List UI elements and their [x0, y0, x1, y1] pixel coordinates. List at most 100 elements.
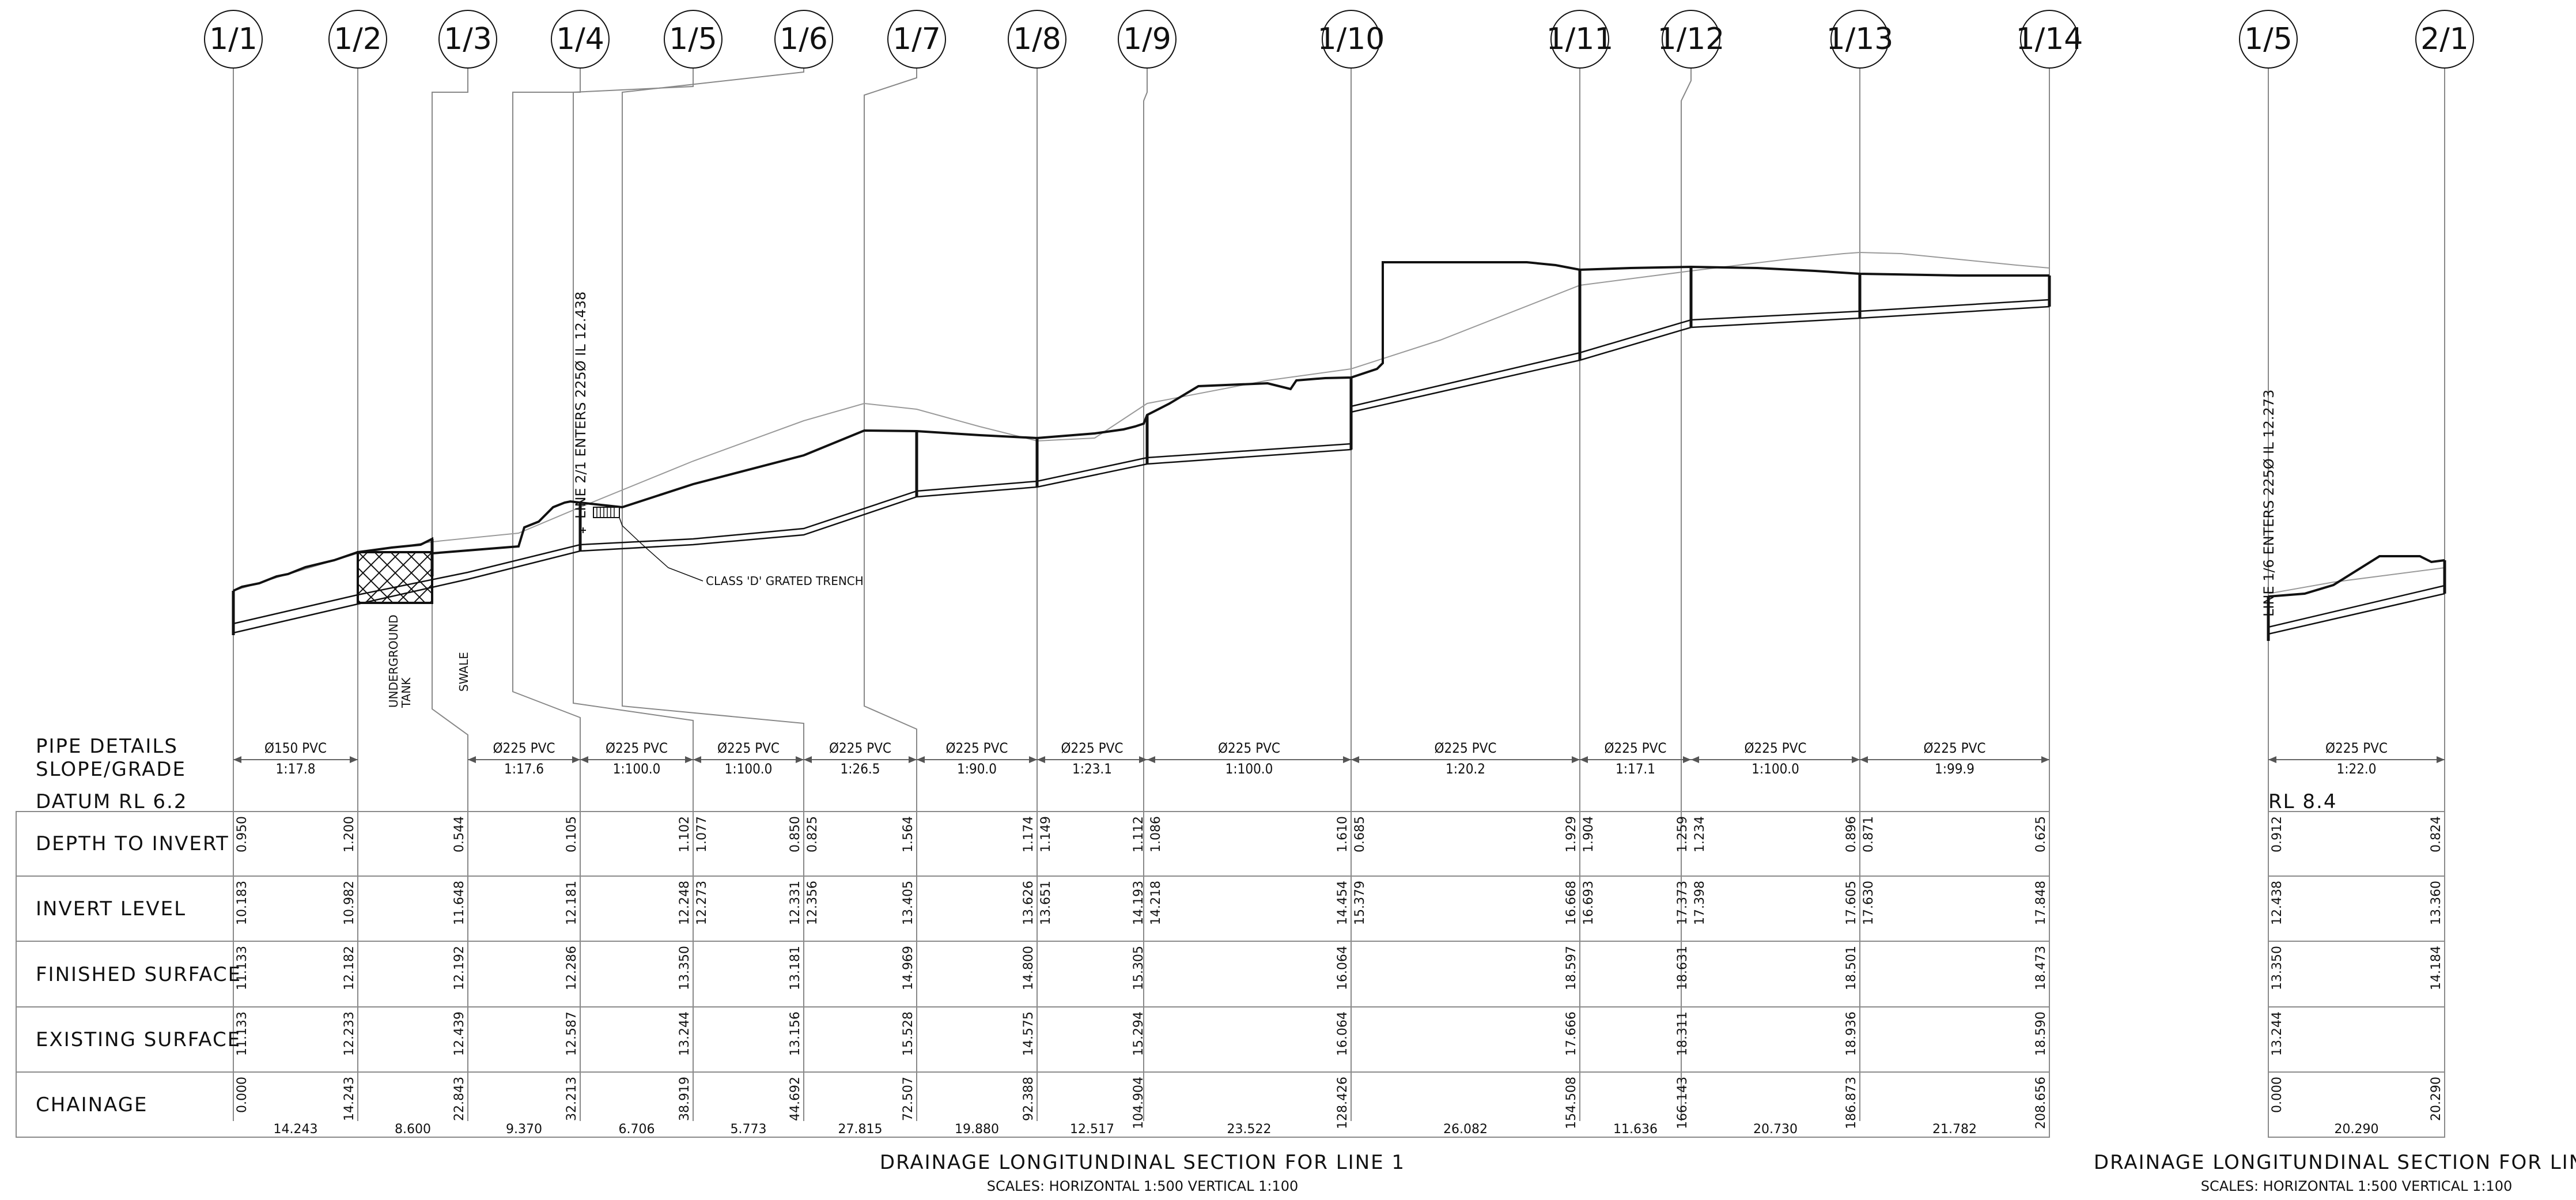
finished-surface-value: 12.286 [565, 946, 579, 990]
dimension-arrow [1860, 756, 1868, 763]
drawing-titles: DRAINAGE LONGITUNDINAL SECTION FOR LINE … [880, 1151, 2576, 1194]
pipe-grade: 1:100.0 [725, 761, 773, 777]
slope-grade-label: SLOPE/GRADE [36, 758, 186, 781]
finished-surface-line [233, 261, 2049, 592]
node-label: 1/1 [209, 22, 258, 56]
depth-to-invert-value: 0.625 [2034, 816, 2048, 852]
node-bubble-1-10: 1/10 [1318, 10, 1385, 69]
line1-scales: SCALES: HORIZONTAL 1:500 VERTICAL 1:100 [987, 1178, 1298, 1194]
segment-length-value: 27.815 [838, 1122, 883, 1137]
node-bubble-1-14: 1/14 [2016, 10, 2083, 69]
chainage-value: 0.000 [235, 1077, 249, 1113]
chainage-value: 22.843 [452, 1077, 467, 1121]
invert-level-value: 13.405 [901, 881, 916, 925]
pipe-grade: 1:99.9 [1935, 761, 1974, 777]
pipe-grade: 1:22.0 [2336, 761, 2376, 777]
invert-level-value: 17.373 [1675, 881, 1690, 925]
chainage-value: 44.692 [788, 1077, 803, 1121]
depth-to-invert-value: 0.950 [235, 816, 249, 852]
pipe-run: Ø225 PVC 1:17.1 [1580, 740, 1691, 777]
depth-to-invert-value: 1.610 [1336, 816, 1350, 852]
profile-line-1 [232, 251, 2051, 635]
invert-level-value: 12.181 [565, 881, 579, 925]
annotations: UNDERGROUND TANK SWALE LINE 2/1 ENTERS 2… [387, 292, 2277, 708]
depth-to-invert-value: 1.102 [678, 816, 692, 852]
pipe-size: Ø225 PVC [829, 740, 891, 756]
row-labels: PIPE DETAILS SLOPE/GRADE DATUM RL 6.2 DE… [36, 735, 2336, 1116]
chainage-value: 104.904 [1132, 1077, 1146, 1129]
pipe-run: Ø225 PVC 1:100.0 [693, 740, 804, 777]
node-label: 1/2 [334, 22, 382, 56]
invert-level-value: 10.982 [342, 881, 357, 925]
depth-to-invert-value: 0.544 [452, 816, 467, 852]
dimension-arrow [1572, 756, 1580, 763]
pipe-crown-line [233, 299, 2050, 625]
finished-surface-value: 11.133 [235, 946, 249, 990]
depth-to-invert-value: 1.200 [342, 816, 357, 852]
pipe-invert-line [2268, 593, 2445, 635]
finished-surface-value: 12.182 [342, 946, 357, 990]
line2-scales: SCALES: HORIZONTAL 1:500 VERTICAL 1:100 [2201, 1178, 2512, 1194]
dimension-arrow [909, 756, 917, 763]
node-label: 1/8 [1013, 22, 1061, 56]
pipe-grade: 1:100.0 [613, 761, 661, 777]
pipe-run: Ø225 PVC 1:100.0 [580, 740, 693, 777]
finished-surface-value: 15.305 [1132, 946, 1146, 990]
segment-length-value: 11.636 [1613, 1122, 1658, 1137]
segment-length-value: 26.082 [1443, 1122, 1488, 1137]
existing-ground-line [233, 251, 2050, 591]
segment-length-value: 20.730 [1753, 1122, 1798, 1137]
invert-level-value: 12.273 [695, 881, 709, 925]
grated-trench [593, 507, 703, 582]
data-table-grid [16, 811, 2445, 1138]
finished-surface-label: FINISHED SURFACE [36, 963, 241, 986]
node-bubble-1-5: 1/5 [664, 10, 723, 69]
chainage-value: 32.213 [565, 1077, 579, 1121]
dimension-arrow [2437, 756, 2445, 763]
node-label: 1/14 [2016, 22, 2083, 56]
swale-note: SWALE [457, 652, 471, 692]
chainage-value: 72.507 [901, 1077, 916, 1121]
node-bubble-l2-1-5: 1/5 [2239, 10, 2298, 69]
pipe-size: Ø225 PVC [493, 740, 555, 756]
invert-level-value: 14.454 [1336, 881, 1350, 925]
dimension-arrow [685, 756, 693, 763]
chainage-value: 166.143 [1675, 1077, 1690, 1129]
existing-surface-value: 16.064 [1336, 1012, 1350, 1056]
depth-to-invert-value: 0.824 [2429, 816, 2443, 852]
node-label: 1/10 [1318, 22, 1385, 56]
segment-length-value: 19.880 [955, 1122, 999, 1137]
depth-to-invert-value: 0.912 [2270, 816, 2284, 852]
invert-level-value: 13.626 [1022, 881, 1036, 925]
chainage-value: 154.508 [1564, 1077, 1579, 1129]
entry-marker [580, 527, 586, 533]
dimension-arrow [804, 756, 812, 763]
node-bubble-l2-2-1: 2/1 [2415, 10, 2474, 69]
finished-surface-value: 12.192 [452, 946, 467, 990]
chainage-value: 92.388 [1022, 1077, 1036, 1121]
invert-level-value: 17.605 [1844, 881, 1859, 925]
invert-level-value: 16.668 [1564, 881, 1579, 925]
segment-length-value: 12.517 [1070, 1122, 1114, 1137]
segment-length-value: 21.782 [1932, 1122, 1977, 1137]
underground-tank-note: UNDERGROUND [387, 614, 400, 708]
node-bubble-1-13: 1/13 [1826, 10, 1893, 69]
depth-to-invert-value: 1.929 [1564, 816, 1579, 852]
chainage-value: 20.290 [2429, 1077, 2443, 1121]
finished-surface-value: 18.597 [1564, 946, 1579, 990]
segment-length-value: 6.706 [619, 1122, 655, 1137]
chainage-value: 128.426 [1336, 1077, 1350, 1129]
dimension-arrow [1037, 756, 1045, 763]
node-label: 1/5 [669, 22, 717, 56]
pipe-size: Ø225 PVC [1745, 740, 1807, 756]
pipe-run-line2: Ø225 PVC 1:22.0 [2268, 740, 2445, 777]
finished-surface-value: 13.350 [2270, 946, 2284, 990]
pipe-details-label: PIPE DETAILS [36, 735, 178, 758]
segment-length-value: 9.370 [506, 1122, 542, 1137]
dimension-arrow [1029, 756, 1037, 763]
dimension-arrow [2268, 756, 2276, 763]
depth-to-invert-value: 0.685 [1353, 816, 1367, 852]
pipe-size: Ø225 PVC [1061, 740, 1124, 756]
profile-line-2 [2267, 555, 2446, 641]
invert-level-value: 15.379 [1353, 881, 1367, 925]
